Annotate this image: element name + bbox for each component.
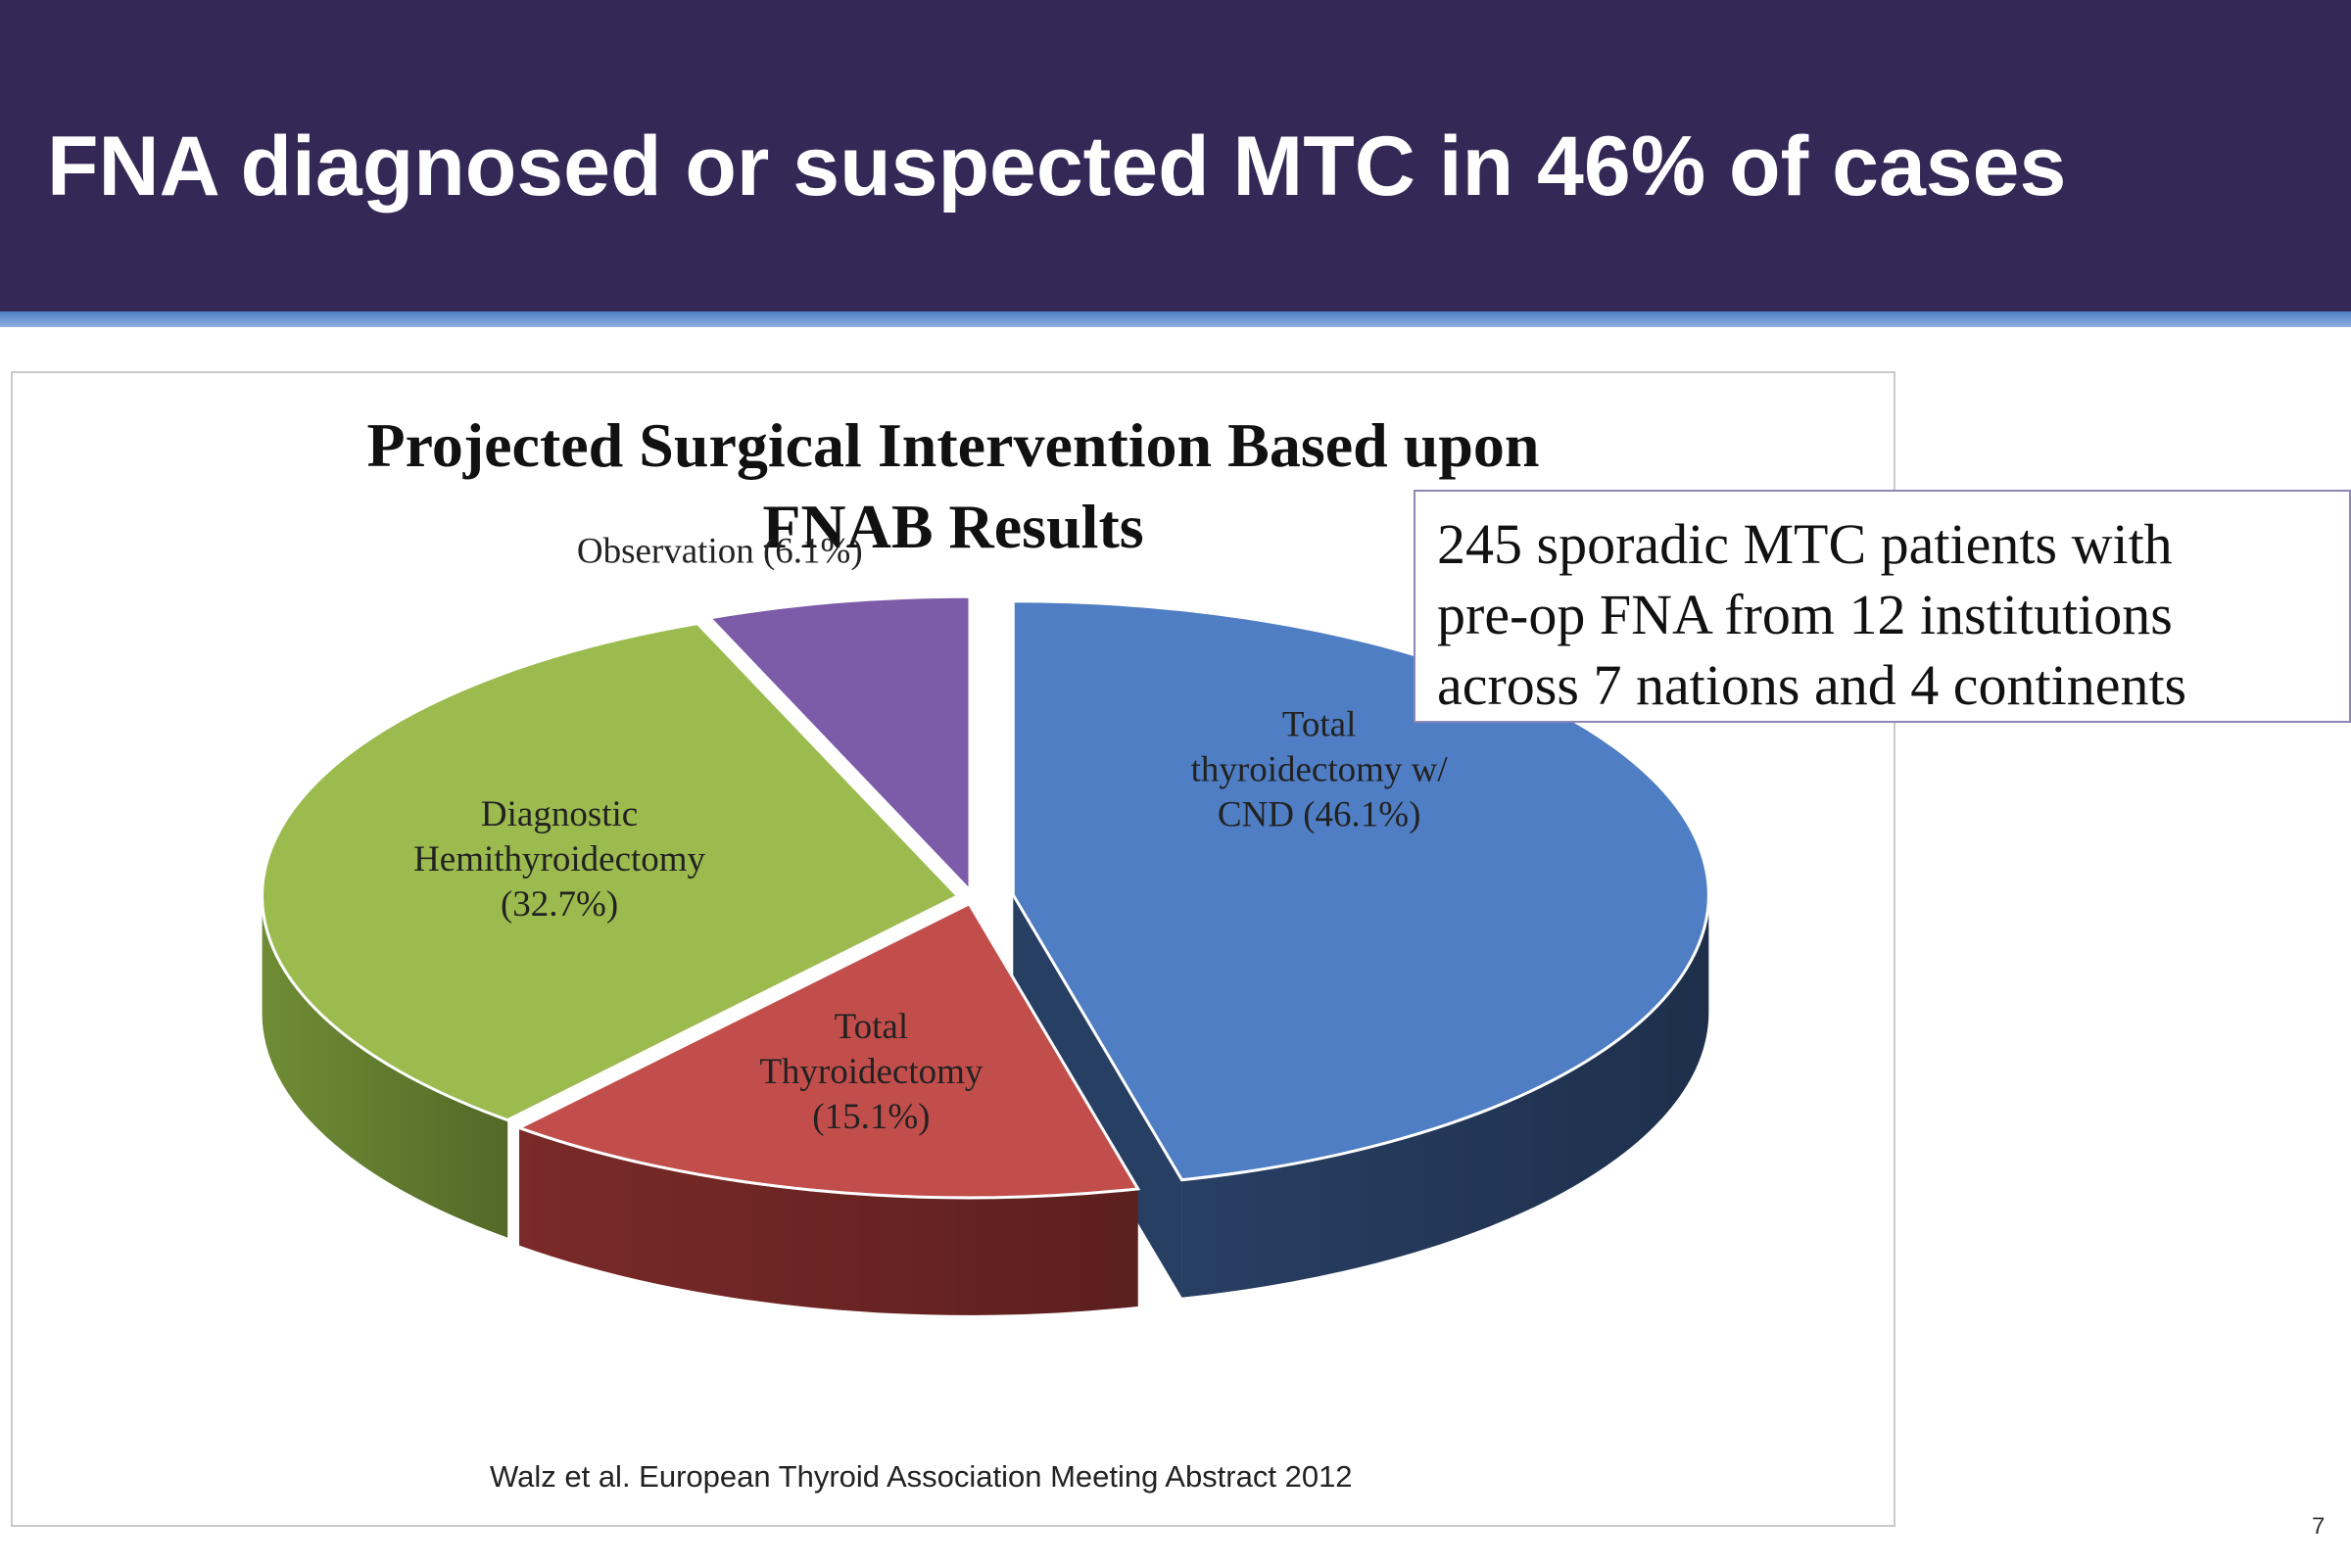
pie-labels: Total thyroidectomy w/CND (46.1%) Total Thy… <box>413 532 1448 1137</box>
chart-title-line: FNAB Results <box>762 492 1143 561</box>
slice-label-line: (32.7%) <box>501 884 618 925</box>
info-line: 245 sporadic MTC patients with <box>1437 512 2173 576</box>
pie-chart: Projected Surgical Intervention Based up… <box>261 410 1710 1315</box>
pie-side-shade-1 <box>519 1127 1138 1315</box>
slice-label-line: CND (46.1%) <box>1218 794 1421 834</box>
pie-tops <box>261 594 1710 1200</box>
chart-title-line: Projected Surgical Intervention Based up… <box>366 410 1539 480</box>
slice-label-line: Total <box>1282 704 1357 744</box>
pie-slice-observation <box>706 594 972 894</box>
slice-label: Diagnostic Hemithyroidectomy (32.7%) <box>413 794 705 925</box>
pie-sides <box>262 894 1709 1315</box>
info-line: across 7 nations and 4 continents <box>1437 653 2187 717</box>
pie-side-shade-2 <box>262 895 508 1238</box>
chart-title: Projected Surgical Intervention Based up… <box>366 410 1539 561</box>
slice-label-line: Diagnostic <box>481 794 638 834</box>
slice-label-line: (15.1%) <box>812 1097 930 1137</box>
slide-title: FNA diagnosed or suspected MTC in 46% of… <box>47 119 2067 214</box>
page-number: 7 <box>2312 1513 2326 1540</box>
pie-side-shade-0 <box>1181 894 1709 1298</box>
citation: Walz et al. European Thyroid Association… <box>490 1459 1353 1494</box>
slice-label: Total thyroidectomy w/CND (46.1%) <box>1191 704 1449 834</box>
title-bar <box>0 0 2351 311</box>
pie-slice-total-thyroidectomy <box>515 901 1141 1200</box>
slice-label-line: Hemithyroidectomy <box>413 839 705 879</box>
info-line: pre-op FNA from 12 institutions <box>1437 583 2173 646</box>
title-bar-accent-line <box>0 311 2351 327</box>
pie-cut-face-1 <box>1013 894 1182 1298</box>
study-info-box: 245 sporadic MTC patients with pre-op FN… <box>1414 490 2351 723</box>
pie-slice-total-thyroidectomy-w-cnd <box>1011 599 1710 1182</box>
slice-label-line: Total <box>835 1007 909 1047</box>
slice-label-line: Thyroidectomy <box>759 1052 984 1092</box>
slice-label: Observation (6.1%) <box>577 532 863 572</box>
slice-label-line: Observation (6.1%) <box>577 532 863 572</box>
pie-slice-diagnostic-hemithyroidectomy <box>261 622 961 1122</box>
slice-label-line: thyroidectomy w/ <box>1191 749 1449 789</box>
slice-label: Total Thyroidectomy (15.1%) <box>759 1007 984 1137</box>
